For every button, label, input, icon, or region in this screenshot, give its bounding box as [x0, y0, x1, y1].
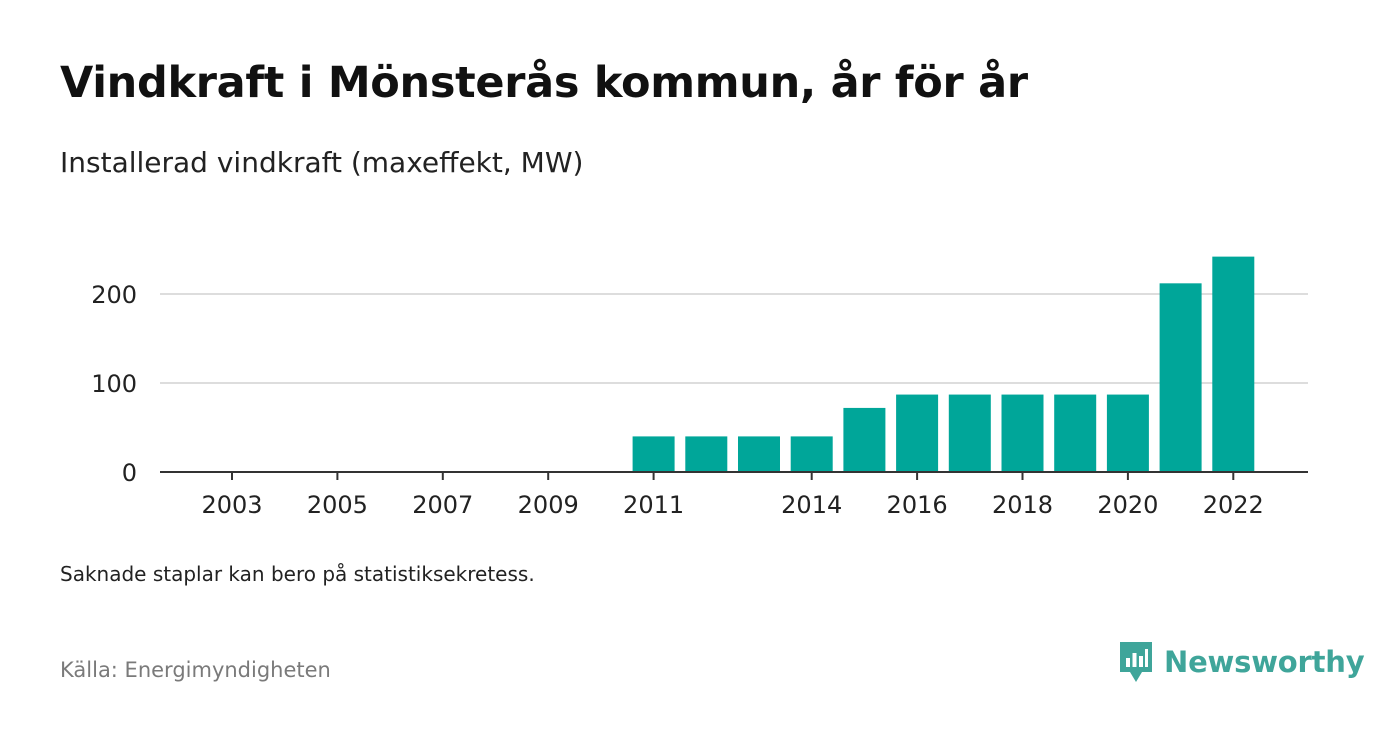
footnote: Saknade staplar kan bero på statistiksek… [60, 562, 535, 586]
brand-name: Newsworthy [1164, 645, 1365, 679]
x-tick-label: 2014 [781, 491, 842, 519]
bar-2012 [685, 436, 728, 472]
newsworthy-logo-icon [1120, 642, 1152, 682]
x-tick-label: 2003 [201, 491, 262, 519]
x-tick-label: 2005 [307, 491, 368, 519]
bar-2020 [1106, 394, 1149, 472]
x-tick-label: 2009 [518, 491, 579, 519]
chart-title: Vindkraft i Mönsterås kommun, år för år [60, 58, 1028, 108]
bar-2016 [896, 394, 939, 472]
y-tick-label: 0 [122, 459, 137, 487]
bar-2022 [1212, 256, 1255, 472]
bar-2015 [843, 407, 886, 472]
bar-2021 [1159, 283, 1202, 472]
bar-2013 [738, 436, 780, 472]
bar-2014 [790, 436, 833, 472]
x-tick-label: 2016 [887, 491, 948, 519]
bar-chart: 0 100 200 2003 2005 2007 2009 2011 2014 2016 2018 2… [91, 256, 1308, 519]
x-tick-label: 2022 [1203, 491, 1264, 519]
x-tick-label: 2007 [412, 491, 473, 519]
bar-2018 [1001, 394, 1044, 472]
x-tick-label: 2011 [623, 491, 684, 519]
source-text: Källa: Energimyndigheten [60, 658, 331, 682]
newsworthy-brand: Newsworthy [1118, 640, 1365, 684]
y-tick-label: 100 [91, 370, 137, 398]
x-tick-label: 2018 [992, 491, 1053, 519]
axes: 0 100 200 2003 2005 2007 2009 2011 2014 2016 2018 2… [91, 281, 1308, 519]
bars [632, 256, 1255, 472]
grid-lines [160, 293, 1308, 384]
chart-subtitle: Installerad vindkraft (maxeffekt, MW) [60, 146, 584, 179]
x-tick-label: 2020 [1097, 491, 1158, 519]
bar-2019 [1054, 394, 1097, 472]
bar-2017 [948, 394, 991, 472]
bar-2011 [632, 436, 675, 472]
y-tick-label: 200 [91, 281, 137, 309]
